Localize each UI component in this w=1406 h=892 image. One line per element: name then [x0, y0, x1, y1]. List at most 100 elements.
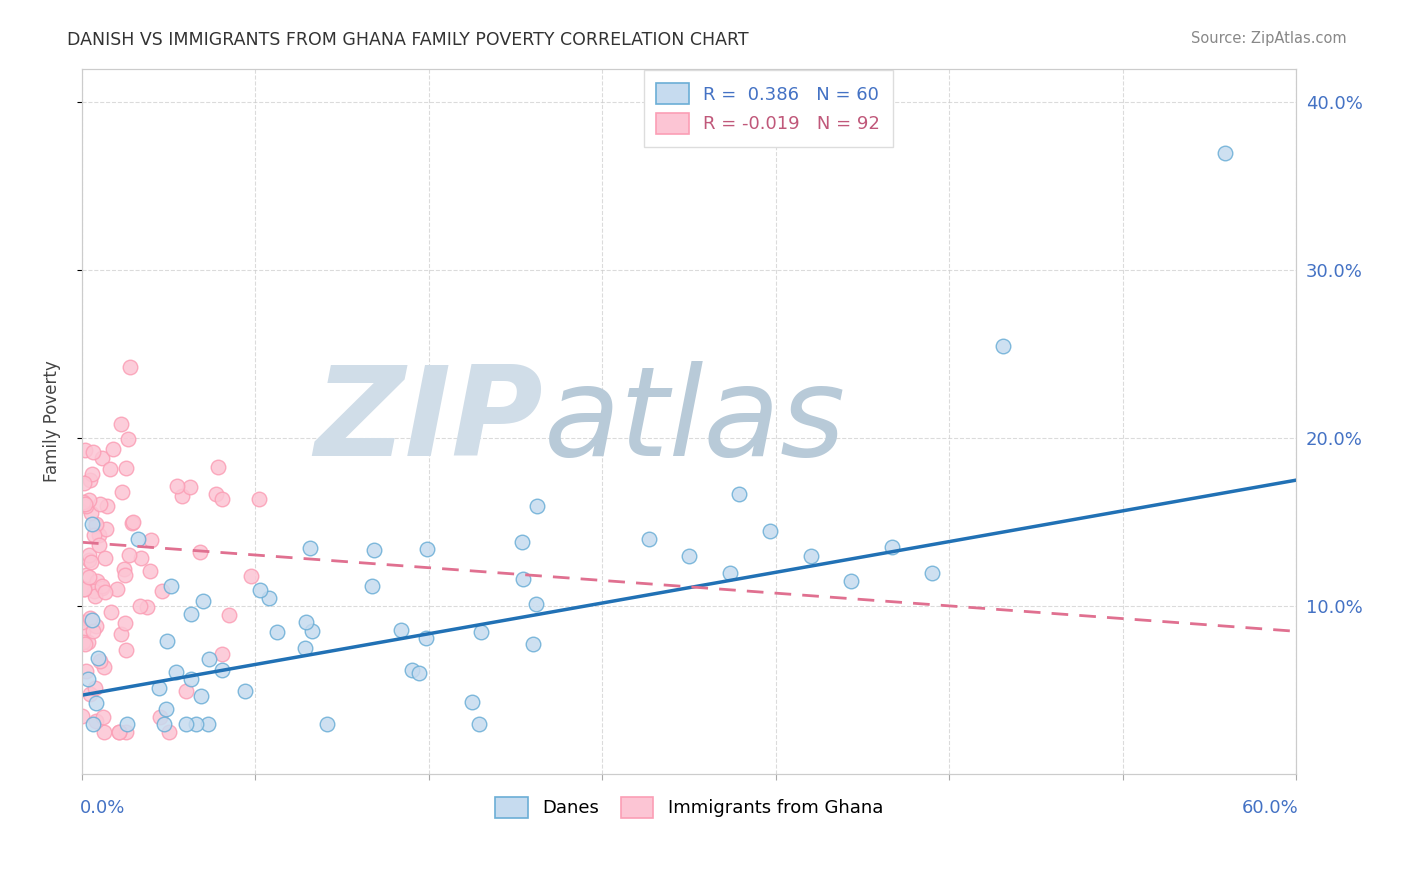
- Point: [205, 487, 228, 501]
- Point: [75, 568, 97, 582]
- Point: [72, 582, 94, 596]
- Point: [108, 725, 131, 739]
- Point: [218, 607, 240, 622]
- Text: 60.0%: 60.0%: [1241, 799, 1299, 817]
- Point: [91, 581, 114, 595]
- Point: [678, 549, 700, 563]
- Point: [72, 625, 94, 640]
- Point: [170, 489, 193, 503]
- Text: Source: ZipAtlas.com: Source: ZipAtlas.com: [1191, 31, 1347, 46]
- Point: [839, 574, 862, 588]
- Point: [86, 574, 108, 589]
- Point: [148, 681, 170, 696]
- Text: DANISH VS IMMIGRANTS FROM GHANA FAMILY POVERTY CORRELATION CHART: DANISH VS IMMIGRANTS FROM GHANA FAMILY P…: [67, 31, 749, 49]
- Point: [460, 695, 482, 709]
- Point: [80, 506, 103, 520]
- Point: [401, 663, 423, 677]
- Point: [72, 497, 94, 511]
- Point: [239, 569, 262, 583]
- Point: [637, 532, 659, 546]
- Point: [101, 442, 124, 456]
- Point: [82, 444, 104, 458]
- Point: [360, 579, 382, 593]
- Point: [176, 716, 198, 731]
- Point: [91, 710, 114, 724]
- Point: [80, 613, 103, 627]
- Point: [115, 643, 138, 657]
- Point: [117, 432, 139, 446]
- Point: [1215, 145, 1237, 160]
- Point: [75, 499, 97, 513]
- Point: [198, 652, 221, 666]
- Point: [89, 527, 111, 541]
- Point: [84, 619, 107, 633]
- Point: [72, 634, 94, 648]
- Point: [72, 494, 94, 508]
- Point: [416, 541, 439, 556]
- Point: [89, 653, 111, 667]
- Point: [94, 585, 117, 599]
- Point: [70, 708, 93, 723]
- Point: [82, 716, 104, 731]
- Point: [389, 624, 412, 638]
- Point: [84, 681, 107, 695]
- Point: [121, 516, 143, 530]
- Point: [512, 572, 534, 586]
- Point: [149, 710, 172, 724]
- Point: [77, 553, 100, 567]
- Point: [79, 611, 101, 625]
- Point: [157, 725, 180, 739]
- Point: [73, 442, 96, 457]
- Point: [100, 605, 122, 619]
- Point: [150, 583, 173, 598]
- Point: [105, 582, 128, 596]
- Point: [84, 519, 107, 533]
- Point: [295, 615, 318, 629]
- Point: [153, 716, 176, 731]
- Point: [233, 684, 256, 698]
- Point: [257, 591, 280, 606]
- Point: [266, 625, 288, 640]
- Point: [73, 582, 96, 596]
- Point: [799, 549, 821, 563]
- Point: [91, 579, 114, 593]
- Text: ZIP: ZIP: [315, 361, 543, 482]
- Point: [363, 543, 385, 558]
- Point: [524, 597, 547, 611]
- Point: [190, 690, 212, 704]
- Point: [211, 491, 233, 506]
- Point: [96, 500, 118, 514]
- Point: [80, 467, 103, 482]
- Point: [510, 535, 533, 549]
- Point: [180, 607, 202, 622]
- Point: [110, 417, 132, 432]
- Text: 0.0%: 0.0%: [80, 799, 125, 817]
- Point: [301, 624, 323, 638]
- Point: [84, 696, 107, 710]
- Point: [526, 499, 548, 513]
- Point: [470, 625, 492, 640]
- Point: [79, 555, 101, 569]
- Point: [522, 637, 544, 651]
- Point: [207, 460, 229, 475]
- Point: [76, 635, 98, 649]
- Point: [77, 614, 100, 628]
- Point: [174, 683, 197, 698]
- Point: [299, 541, 322, 556]
- Point: [93, 725, 115, 739]
- Point: [84, 714, 107, 729]
- Point: [155, 702, 177, 716]
- Point: [718, 566, 741, 580]
- Text: atlas: atlas: [543, 361, 845, 482]
- Point: [77, 672, 100, 686]
- Point: [118, 360, 141, 375]
- Point: [921, 566, 943, 580]
- Point: [316, 716, 339, 731]
- Point: [129, 551, 152, 566]
- Point: [179, 480, 201, 494]
- Point: [108, 725, 131, 739]
- Point: [83, 590, 105, 604]
- Point: [180, 672, 202, 686]
- Point: [160, 579, 183, 593]
- Point: [96, 522, 118, 536]
